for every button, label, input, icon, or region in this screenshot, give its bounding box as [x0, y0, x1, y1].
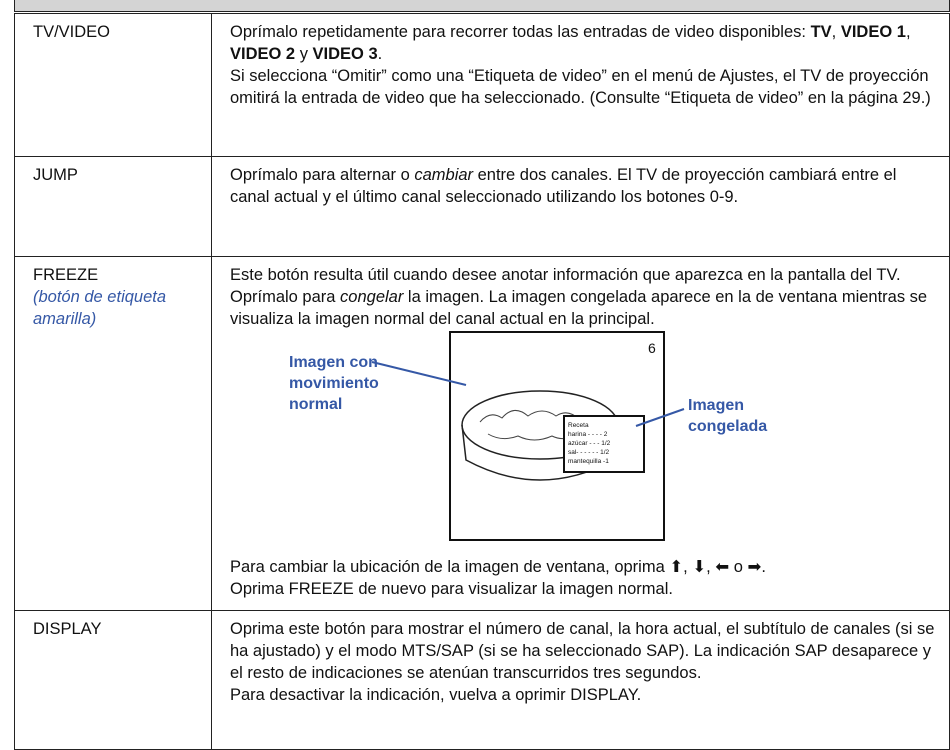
text-run: , — [831, 23, 841, 41]
channel-number: 6 — [648, 340, 656, 356]
paragraph: Si selecciona “Omitir” como una “Etiquet… — [230, 65, 939, 109]
table: TV/VIDEO Oprímalo repetidamente para reco… — [14, 13, 950, 750]
label-normal: Imagen con movimiento normal — [289, 354, 379, 413]
paragraph: Oprima este botón para mostrar el número… — [230, 618, 939, 684]
key-cell: TV/VIDEO — [14, 13, 212, 157]
text-run: Oprímalo repetidamente para recorrer tod… — [230, 23, 811, 41]
key-cell: FREEZE (botón de etiqueta amarilla) — [14, 256, 212, 611]
paragraph: Oprímalo para congelar la imagen. La ima… — [230, 286, 939, 330]
bold-text: VIDEO 2 — [230, 45, 296, 63]
text-run: , — [905, 23, 911, 41]
key-cell: JUMP — [14, 156, 212, 257]
table-row: FREEZE (botón de etiqueta amarilla) Este b… — [14, 256, 950, 611]
text-run: Oprímalo para — [230, 288, 341, 306]
table-row: DISPLAY Oprima este botón para mostrar el… — [14, 610, 950, 750]
text-run: entre dos canales. El TV de proyección c… — [230, 166, 897, 206]
key-label: DISPLAY — [33, 620, 102, 638]
label-frozen: Imagen congelada — [688, 397, 768, 435]
figure: 6 Imagen con movimiento normal Imagen cong… — [230, 330, 939, 556]
text-run: Oprima FREEZE de nuevo para visualizar l… — [230, 580, 673, 598]
text-run: Oprímalo para alternar o — [230, 166, 415, 184]
description-cell: Oprima este botón para mostrar el número… — [211, 610, 950, 750]
paragraph: Oprímalo repetidamente para recorrer tod… — [230, 21, 939, 65]
header-bar — [14, 0, 950, 12]
text-run: y — [295, 45, 313, 63]
paragraph: Para cambiar la ubicación de la imagen d… — [230, 556, 939, 578]
bold-text: TV — [810, 23, 832, 41]
paragraph: Oprímalo para alternar o cambiar entre d… — [230, 164, 939, 208]
figure-drawing — [371, 331, 685, 541]
key-note: (botón de etiqueta amarilla) — [33, 288, 167, 328]
text-run: la imagen. La imagen congelada aparece e… — [230, 288, 928, 328]
bold-text: VIDEO 1 — [840, 23, 906, 41]
paragraph: Oprima FREEZE de nuevo para visualizar l… — [230, 578, 939, 600]
paragraph: Este botón resulta útil cuando desee ano… — [230, 264, 939, 286]
key-label: TV/VIDEO — [33, 23, 111, 41]
recipe-line: mantequilla -1 — [568, 458, 609, 465]
bold-text: VIDEO 3 — [312, 45, 378, 63]
recipe-line: sal- - - - - - 1/2 — [568, 449, 610, 456]
key-label: FREEZE — [33, 266, 99, 284]
italic-text: congelar — [340, 288, 404, 306]
text-run: Si selecciona “Omitir” como una “Etiquet… — [230, 67, 931, 107]
description-cell: Oprímalo repetidamente para recorrer tod… — [211, 13, 950, 157]
text-run: Este botón resulta útil cuando desee ano… — [230, 266, 901, 284]
description-cell: Oprímalo para alternar o cambiar entre d… — [211, 156, 950, 257]
text-run: Para cambiar la ubicación de la imagen d… — [230, 558, 766, 576]
paragraph: Para desactivar la indicación, vuelva a … — [230, 684, 939, 706]
table-row: JUMP Oprímalo para alternar o cambiar ent… — [14, 156, 950, 257]
description-cell: Este botón resulta útil cuando desee ano… — [211, 256, 950, 611]
recipe-line: azúcar - - - 1/2 — [568, 440, 611, 447]
key-label: JUMP — [33, 166, 78, 184]
key-cell: DISPLAY — [14, 610, 212, 750]
text-run: Oprima este botón para mostrar el número… — [230, 620, 935, 682]
recipe-line: Receta — [568, 422, 589, 429]
text-run: . — [377, 45, 383, 63]
recipe-line: harina - - - - 2 — [568, 431, 608, 438]
italic-text: cambiar — [414, 166, 474, 184]
text-run: Para desactivar la indicación, vuelva a … — [230, 686, 642, 704]
table-row: TV/VIDEO Oprímalo repetidamente para reco… — [14, 13, 950, 157]
